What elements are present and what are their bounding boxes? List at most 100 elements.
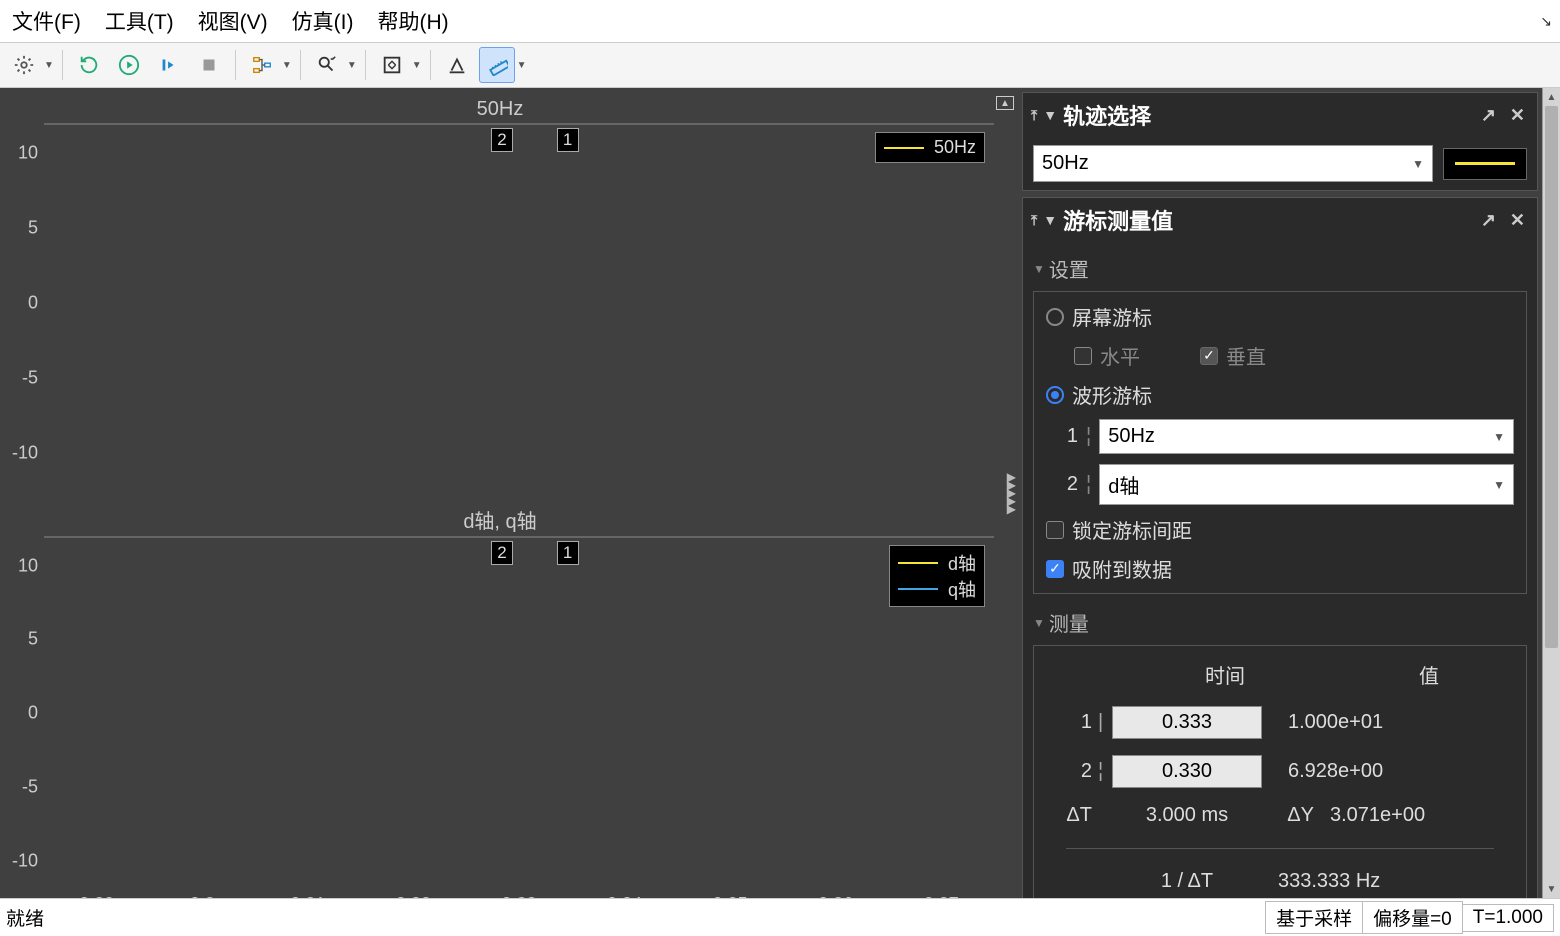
waveform-cursor-label: 波形游标	[1072, 380, 1152, 409]
panel-collapse-down-icon[interactable]: ▼	[1043, 107, 1057, 123]
plot-top-title: 50Hz	[6, 96, 994, 123]
wf1-num: 1	[1060, 425, 1078, 448]
horizontal-label: 水平	[1100, 341, 1140, 370]
panel-collapse-up-icon[interactable]: ⤒	[1031, 107, 1037, 124]
trace-select-value: 50Hz	[1042, 152, 1089, 175]
panel-collapse-up-icon[interactable]: ⤒	[1031, 212, 1037, 229]
settings-dropdown-icon[interactable]: ▼	[44, 60, 54, 71]
vertical-label: 垂直	[1226, 341, 1266, 370]
trace-color-swatch[interactable]	[1443, 148, 1527, 180]
horizontal-checkbox[interactable]	[1074, 347, 1092, 365]
trace-select-dropdown[interactable]: 50Hz ▼	[1033, 145, 1433, 182]
plot-bottom-legend: d轴q轴	[889, 545, 985, 607]
section-toggle-icon[interactable]: ▼	[1033, 616, 1045, 630]
plot-top: 50Hz 1050-5-10 50Hz 2 1	[6, 96, 994, 483]
screen-cursor-radio[interactable]	[1046, 308, 1064, 326]
triggers-button[interactable]	[439, 47, 475, 83]
dock-indicator-icon[interactable]: ↘	[1540, 13, 1552, 30]
waveform-cursor-radio[interactable]	[1046, 386, 1064, 404]
menu-view[interactable]: 视图(V)	[194, 4, 272, 38]
fit-dropdown-icon[interactable]: ▼	[412, 60, 422, 71]
side-panels: ⤒ ▼ 轨迹选择 ↗ ✕ 50Hz ▼ ⤒ ▼	[1022, 88, 1542, 898]
cursor1-value: 1.000e+01	[1268, 711, 1438, 734]
wf2-num: 2	[1060, 473, 1078, 496]
zoom-dropdown-icon[interactable]: ▼	[347, 60, 357, 71]
status-time: T=1.000	[1462, 904, 1554, 932]
menu-sim[interactable]: 仿真(I)	[288, 4, 358, 38]
meas-row2-label: 2	[1046, 760, 1092, 783]
status-sampling: 基于采样	[1265, 901, 1363, 934]
status-ready: 就绪	[6, 904, 44, 931]
waveform-2-value: d轴	[1108, 470, 1139, 499]
stop-button[interactable]	[191, 47, 227, 83]
cursor-1-label[interactable]: 1	[557, 541, 579, 565]
scroll-down-icon[interactable]: ▼	[1543, 880, 1560, 898]
delta-y-value: 3.071e+00	[1320, 804, 1490, 827]
cursor-measurement-panel: ⤒ ▼ 游标测量值 ↗ ✕ ▼ 设置 屏幕游标 水平	[1022, 197, 1538, 898]
menu-file[interactable]: 文件(F)	[8, 4, 85, 38]
panel-close-icon[interactable]: ✕	[1506, 105, 1529, 126]
scroll-thumb[interactable]	[1545, 106, 1558, 648]
scroll-up-icon[interactable]: ▲	[1543, 88, 1560, 106]
waveform-2-select[interactable]: d轴 ▼	[1099, 464, 1514, 505]
plot-bottom-canvas[interactable]: d轴q轴 2 1	[44, 536, 994, 538]
plot-bottom-title: d轴, q轴	[6, 503, 994, 536]
cursor2-time-input[interactable]: 0.330	[1112, 755, 1262, 788]
cursor1-time-input[interactable]: 0.333	[1112, 706, 1262, 739]
waveform-1-value: 50Hz	[1108, 425, 1155, 448]
value-column-label: 值	[1344, 660, 1514, 689]
measure-button[interactable]	[479, 47, 515, 83]
waveform-1-select[interactable]: 50Hz ▼	[1099, 419, 1514, 454]
menu-help[interactable]: 帮助(H)	[373, 4, 452, 38]
measurement-section-label: 测量	[1049, 608, 1089, 637]
signal-dropdown-icon[interactable]: ▼	[282, 60, 292, 71]
panel-undock-icon[interactable]: ↗	[1477, 210, 1500, 231]
status-bar: 就绪 基于采样 偏移量=0 T=1.000	[0, 898, 1560, 936]
settings-section-label: 设置	[1049, 254, 1089, 283]
plot-bottom: d轴, q轴 1050-5-10 d轴q轴 2 1 0.290.30.310.3…	[6, 503, 994, 890]
menu-bar: 文件(F) 工具(T) 视图(V) 仿真(I) 帮助(H) ↘	[0, 0, 1560, 42]
cursor-1-label[interactable]: 1	[557, 128, 579, 152]
time-column-label: 时间	[1106, 660, 1344, 689]
panel-collapse-down-icon[interactable]: ▼	[1043, 212, 1057, 228]
snap-label: 吸附到数据	[1072, 554, 1172, 583]
chevron-down-icon: ▼	[1493, 478, 1505, 492]
meas-row1-label: 1	[1046, 711, 1092, 734]
cursor2-value: 6.928e+00	[1268, 760, 1438, 783]
measure-dropdown-icon[interactable]: ▼	[517, 60, 527, 71]
panel-undock-icon[interactable]: ↗	[1477, 105, 1500, 126]
plot-bottom-yaxis: 1050-5-10	[8, 536, 42, 890]
delta-y-label: ΔY	[1268, 804, 1314, 827]
plot-top-canvas[interactable]: 50Hz 2 1	[44, 123, 994, 125]
restart-button[interactable]	[71, 47, 107, 83]
lock-cursor-label: 锁定游标间距	[1072, 515, 1192, 544]
section-toggle-icon[interactable]: ▼	[1033, 262, 1045, 276]
signal-selector-button[interactable]	[244, 47, 280, 83]
screen-cursor-label: 屏幕游标	[1072, 302, 1152, 331]
lock-cursor-checkbox[interactable]	[1046, 521, 1064, 539]
inv-delta-t-value: 333.333 Hz	[1268, 870, 1438, 893]
fit-button[interactable]	[374, 47, 410, 83]
main-area: ▲ ▶▶▶▶▶ 50Hz 1050-5-10 50Hz 2 1 d轴, q轴 1…	[0, 88, 1560, 898]
plot-top-legend: 50Hz	[875, 132, 985, 163]
status-offset: 偏移量=0	[1362, 901, 1463, 934]
plot-top-yaxis: 1050-5-10	[8, 123, 42, 483]
plot-splitter-handle[interactable]: ▶▶▶▶▶	[1007, 473, 1016, 513]
trace-selection-panel: ⤒ ▼ 轨迹选择 ↗ ✕ 50Hz ▼	[1022, 92, 1538, 191]
chevron-down-icon: ▼	[1493, 430, 1505, 444]
vertical-checkbox: ✓	[1200, 347, 1218, 365]
run-button[interactable]	[111, 47, 147, 83]
menu-tools[interactable]: 工具(T)	[101, 4, 178, 38]
snap-checkbox[interactable]: ✓	[1046, 560, 1064, 578]
zoom-y-button[interactable]	[309, 47, 345, 83]
cursor-panel-title: 游标测量值	[1063, 204, 1173, 236]
toolbar: ▼ ▼ ▼ ▼ ▼	[0, 42, 1560, 88]
expand-plot-button[interactable]: ▲	[996, 96, 1014, 110]
plot-container: ▲ ▶▶▶▶▶ 50Hz 1050-5-10 50Hz 2 1 d轴, q轴 1…	[0, 88, 1022, 898]
panel-close-icon[interactable]: ✕	[1506, 210, 1529, 231]
step-button[interactable]	[151, 47, 187, 83]
settings-button[interactable]	[6, 47, 42, 83]
cursor-2-label[interactable]: 2	[491, 128, 513, 152]
cursor-2-label[interactable]: 2	[491, 541, 513, 565]
side-scrollbar[interactable]: ▲ ▼	[1542, 88, 1560, 898]
